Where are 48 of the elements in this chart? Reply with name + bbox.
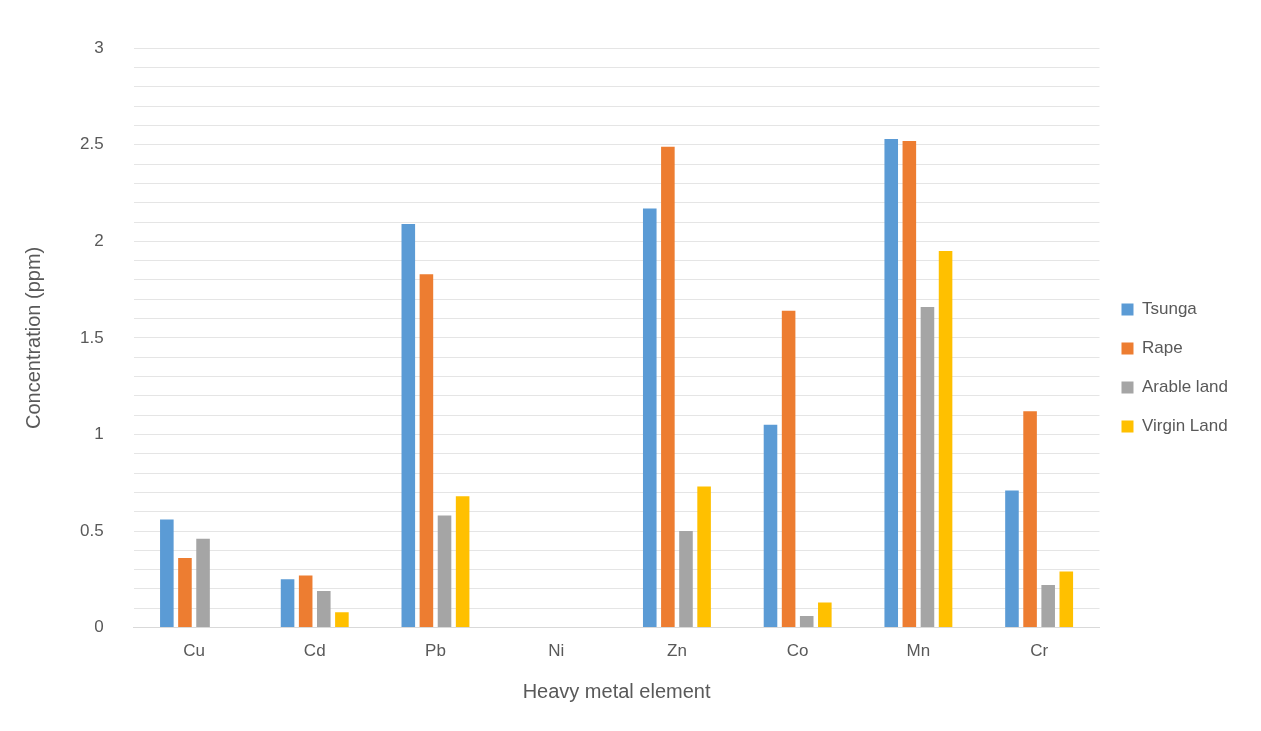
bar xyxy=(455,496,470,628)
bar xyxy=(642,208,657,628)
x-tick-label: Co xyxy=(786,641,809,661)
bar xyxy=(697,486,711,628)
bar xyxy=(178,558,192,628)
bar xyxy=(280,579,295,628)
bar xyxy=(1059,571,1074,628)
bar xyxy=(160,519,174,628)
x-tick-label: Cd xyxy=(303,641,326,661)
y-tick-label: 3 xyxy=(94,37,104,57)
bar xyxy=(437,515,452,628)
bar xyxy=(763,424,778,628)
legend-label: Virgin Land xyxy=(1142,416,1228,436)
bar xyxy=(661,146,675,628)
bar xyxy=(1041,585,1055,628)
x-tick-label: Cr xyxy=(1030,641,1049,661)
bar xyxy=(335,612,349,628)
x-tick-label: Pb xyxy=(425,641,446,661)
bar xyxy=(818,602,832,628)
bar xyxy=(781,310,796,628)
y-axis-title: Concentration (ppm) xyxy=(21,246,44,430)
x-tick-label: Ni xyxy=(548,641,565,661)
y-tick-label: 2 xyxy=(94,231,104,251)
x-tick-label: Mn xyxy=(906,641,931,661)
legend-label: Tsunga xyxy=(1142,299,1198,319)
y-tick-label: 0 xyxy=(94,617,104,637)
y-tick-label: 2.5 xyxy=(79,134,104,154)
bar xyxy=(902,140,917,628)
y-tick-label: 1.5 xyxy=(79,327,104,347)
bar xyxy=(401,223,416,628)
bar xyxy=(1005,490,1019,628)
bar xyxy=(920,307,935,628)
bar xyxy=(419,274,434,628)
legend-label: Rape xyxy=(1142,338,1183,358)
x-tick-label: Zn xyxy=(667,641,687,661)
bar xyxy=(1023,411,1037,628)
y-tick-label: 1 xyxy=(94,424,104,444)
x-axis-title: Heavy metal element xyxy=(522,679,711,702)
bar xyxy=(679,531,693,628)
y-tick-label: 0.5 xyxy=(79,520,104,540)
bar xyxy=(799,616,814,628)
x-tick-label: Cu xyxy=(183,641,205,661)
bar xyxy=(884,138,899,628)
bar xyxy=(938,250,953,628)
legend-label: Arable land xyxy=(1142,377,1229,397)
bar xyxy=(196,538,210,628)
bar xyxy=(317,590,331,628)
bar xyxy=(298,575,313,628)
